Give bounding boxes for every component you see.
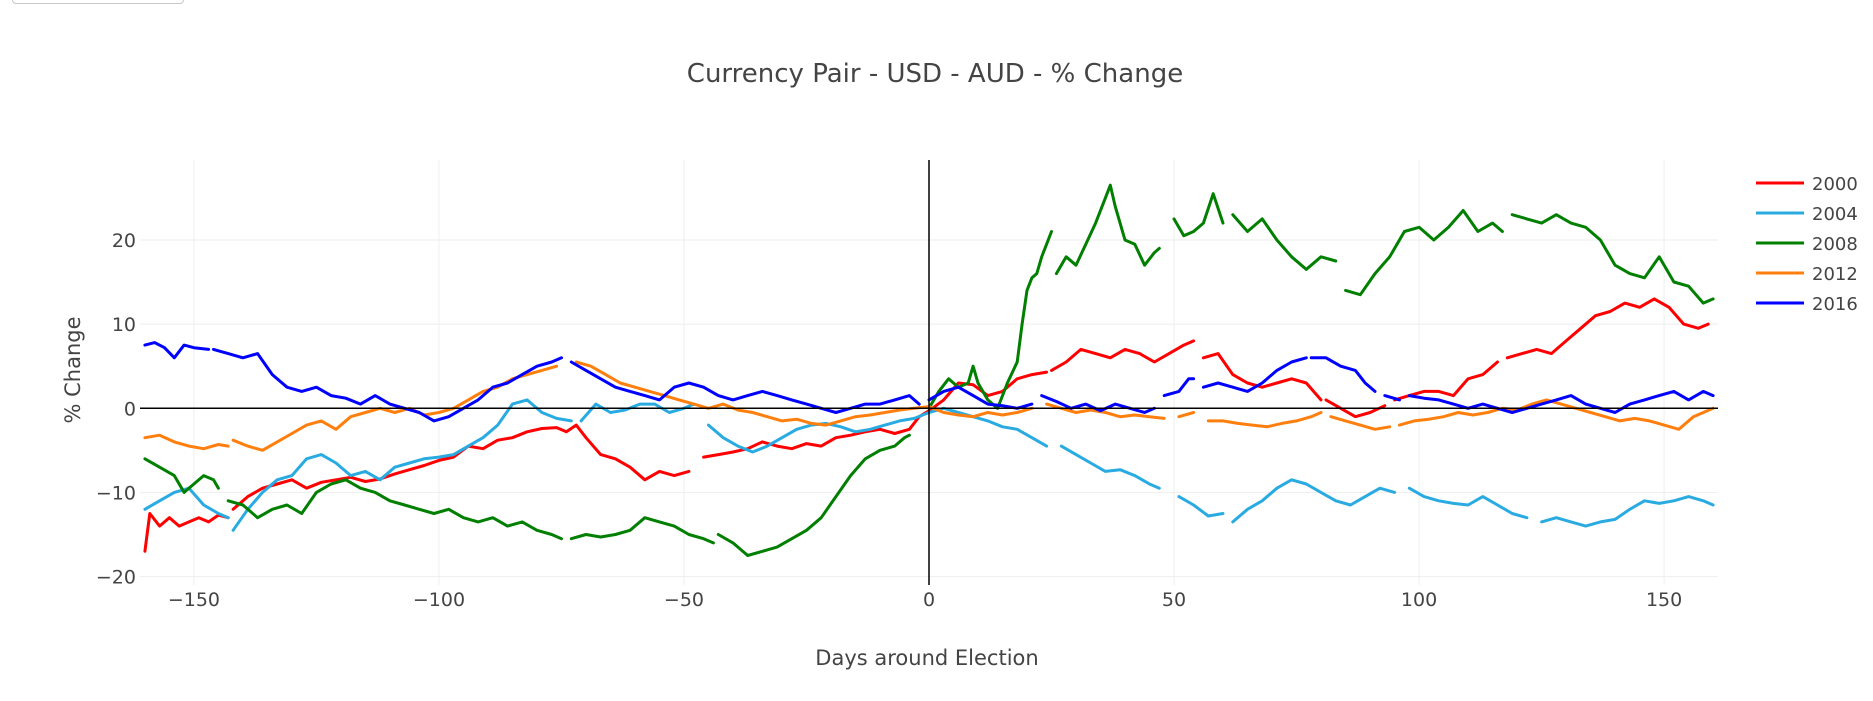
x-tick-label: −150: [168, 589, 220, 611]
series-line-2000: [143, 297, 1710, 553]
legend-label-2008: 2008: [1812, 234, 1858, 255]
x-axis-label: Days around Election: [815, 646, 1038, 670]
series-line-2012: [143, 360, 1715, 452]
y-axis-label: % Change: [61, 316, 85, 423]
x-tick-label: 50: [1162, 589, 1186, 611]
x-tick-label: −100: [413, 589, 465, 611]
x-tick-labels: −150 −100 −50 0 50 100 150: [168, 589, 1682, 611]
legend-label-2016: 2016: [1812, 294, 1858, 315]
x-tick-label: −50: [664, 589, 704, 611]
series-line-2008: [143, 183, 1715, 557]
y-tick-label: −20: [96, 567, 136, 589]
y-tick-label: 10: [112, 314, 136, 336]
y-tick-label: 0: [124, 398, 136, 420]
x-tick-label: 0: [923, 589, 935, 611]
zero-lines: [140, 160, 1718, 585]
chart-title: Currency Pair - USD - AUD - % Change: [687, 59, 1183, 89]
x-tick-label: 100: [1401, 589, 1437, 611]
y-tick-label: 20: [112, 230, 136, 252]
legend: 2000 2004 2008 2012 2016: [1756, 174, 1858, 315]
legend-label-2000: 2000: [1812, 174, 1858, 195]
x-tick-label: 150: [1646, 589, 1682, 611]
legend-label-2012: 2012: [1812, 264, 1858, 285]
legend-label-2004: 2004: [1812, 204, 1858, 225]
series-line-2016: [143, 341, 1715, 423]
series-layer: [143, 183, 1715, 557]
y-tick-labels: −20 −10 0 10 20: [96, 230, 136, 589]
y-tick-label: −10: [96, 482, 136, 504]
